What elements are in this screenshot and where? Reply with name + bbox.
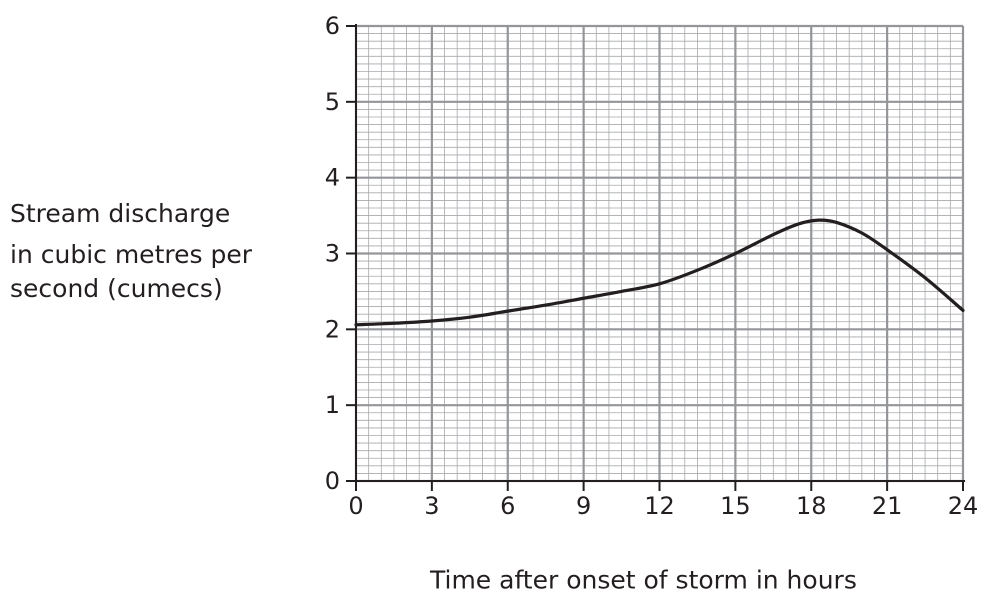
x-tick-label: 3 bbox=[424, 492, 439, 520]
y-tick-label: 6 bbox=[325, 12, 340, 40]
y-tick-label: 4 bbox=[325, 164, 340, 192]
y-tick-label: 3 bbox=[325, 240, 340, 268]
axes bbox=[346, 24, 965, 491]
x-tick-label: 15 bbox=[720, 492, 751, 520]
x-tick-label: 12 bbox=[644, 492, 675, 520]
y-tick-label: 5 bbox=[325, 88, 340, 116]
y-axis-label-line-1: Stream discharge bbox=[10, 199, 231, 228]
y-tick-label: 0 bbox=[325, 467, 340, 495]
y-axis-label-line-3: second (cumecs) bbox=[10, 274, 223, 303]
x-tick-label: 6 bbox=[500, 492, 515, 520]
x-tick-label: 0 bbox=[348, 492, 363, 520]
y-axis-label-line-2: in cubic metres per bbox=[10, 240, 252, 269]
x-axis-label: Time after onset of storm in hours bbox=[430, 565, 857, 595]
x-tick-label: 18 bbox=[796, 492, 827, 520]
x-tick-label: 9 bbox=[576, 492, 591, 520]
x-tick-labels: 0 3 6 9 12 15 18 21 24 bbox=[348, 492, 978, 520]
y-tick-labels: 0 1 2 3 4 5 6 bbox=[325, 12, 340, 495]
y-tick-label: 1 bbox=[325, 391, 340, 419]
x-tick-label: 24 bbox=[948, 492, 979, 520]
discharge-line bbox=[354, 218, 965, 327]
series-layer bbox=[354, 218, 965, 327]
x-tick-label: 21 bbox=[872, 492, 903, 520]
y-tick-label: 2 bbox=[325, 315, 340, 343]
